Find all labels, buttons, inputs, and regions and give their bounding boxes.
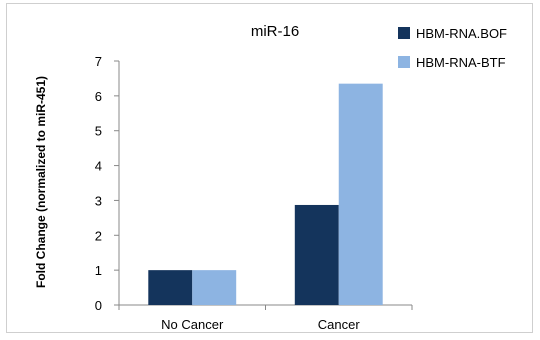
bars [148,83,383,306]
bar-no-cancer-hbm-rna-btf [192,270,237,305]
legend: HBM-RNA.BOF HBM-RNA-BTF [398,26,507,70]
y-axis-ticks: 0 1 2 3 4 5 6 7 [95,54,119,313]
chart-title: miR-16 [251,23,299,40]
y-tick-label: 3 [95,193,102,208]
y-tick-label: 2 [95,228,102,243]
y-tick-label: 0 [95,298,102,313]
x-axis-labels: No Cancer Cancer [161,317,360,332]
bar-no-cancer-hbm-rna-bof [148,270,193,305]
x-category-label: No Cancer [161,317,224,332]
y-tick-label: 1 [95,263,102,278]
bar-cancer-hbm-rna-btf [338,83,383,306]
y-tick-label: 4 [95,159,102,174]
y-tick-label: 7 [95,54,102,69]
y-axis-label: Fold Change (normalized to miR-451) [34,76,48,288]
legend-label-hbm-rna-btf: HBM-RNA-BTF [416,55,506,70]
chart-container [6,3,533,333]
y-tick-label: 5 [95,124,102,139]
legend-swatch-hbm-rna-btf [398,56,410,68]
bar-cancer-hbm-rna-bof [294,204,339,305]
legend-label-hbm-rna-bof: HBM-RNA.BOF [416,26,507,41]
y-tick-label: 6 [95,89,102,104]
legend-swatch-hbm-rna-bof [398,27,410,39]
x-axis-ticks [118,305,413,310]
x-category-label: Cancer [318,317,361,332]
